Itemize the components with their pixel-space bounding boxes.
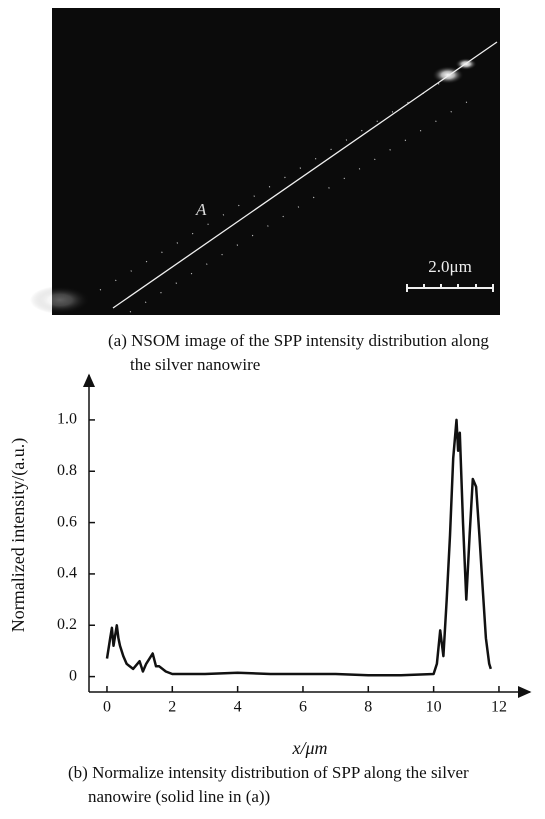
caption-b: nanowire (solid line in (a)) bbox=[88, 787, 270, 806]
nanowire-line bbox=[112, 41, 498, 309]
x-axis-label: x/μm bbox=[291, 738, 327, 758]
x-tick-label: 4 bbox=[234, 699, 242, 716]
x-tick-label: 0 bbox=[103, 699, 111, 716]
caption-b: (b) Normalize intensity distribution of … bbox=[68, 763, 469, 782]
y-tick-label: 0.4 bbox=[57, 565, 77, 582]
x-tick-label: 6 bbox=[299, 699, 307, 716]
y-tick-label: 0.8 bbox=[57, 462, 77, 479]
y-tick-label: 0.6 bbox=[57, 513, 77, 530]
image-background bbox=[52, 8, 500, 315]
x-tick-label: 8 bbox=[364, 699, 372, 716]
intensity-line bbox=[105, 418, 492, 677]
y-tick-label: 1.0 bbox=[57, 411, 77, 428]
point-label: A bbox=[195, 200, 207, 219]
nsom-image: A 2.0μm bbox=[30, 8, 500, 315]
x-tick-label: 2 bbox=[168, 699, 176, 716]
y-tick-label: 0 bbox=[69, 667, 77, 684]
x-tick-label: 12 bbox=[491, 699, 507, 716]
caption-a: (a) NSOM image of the SPP intensity dist… bbox=[108, 331, 489, 350]
x-tick-label: 10 bbox=[426, 699, 442, 716]
y-axis-label: Normalized intensity/(a.u.) bbox=[8, 438, 29, 632]
caption-a: the silver nanowire bbox=[130, 355, 260, 374]
y-tick-label: 0.2 bbox=[57, 616, 77, 633]
scale-bar bbox=[406, 284, 494, 292]
glow bbox=[30, 286, 90, 314]
scale-bar-label: 2.0μm bbox=[428, 257, 472, 276]
